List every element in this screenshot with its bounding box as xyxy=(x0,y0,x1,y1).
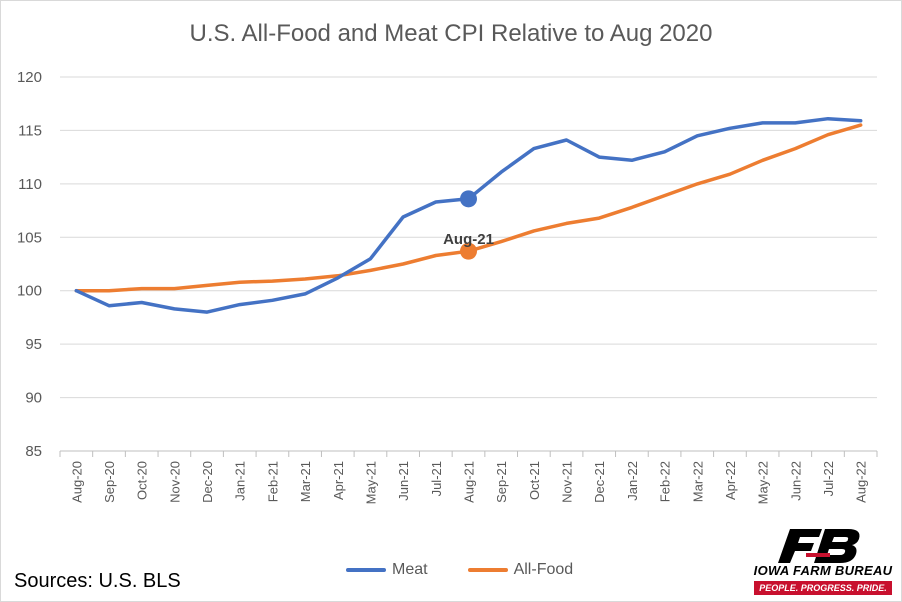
x-tick-label: Oct-21 xyxy=(527,461,542,500)
y-tick-label: 120 xyxy=(17,69,42,86)
y-tick-label: 95 xyxy=(25,336,42,353)
x-tick-label: Aug-21 xyxy=(462,461,477,503)
x-tick-label: Oct-20 xyxy=(135,461,150,500)
y-tick-label: 85 xyxy=(25,443,42,460)
x-tick-label: Sep-21 xyxy=(494,461,509,503)
source-note: Sources: U.S. BLS xyxy=(14,570,181,592)
legend-label-all-food: All-Food xyxy=(513,561,574,578)
x-tick-label: Aug-20 xyxy=(69,461,84,503)
logo-name: IOWA FARM BUREAU xyxy=(753,563,893,578)
legend-label-meat: Meat xyxy=(392,561,428,578)
x-tick-label: Dec-20 xyxy=(200,461,215,503)
highlight-point-meat xyxy=(460,190,477,208)
y-tick-label: 90 xyxy=(25,390,42,407)
highlight-point-all-food xyxy=(460,242,477,260)
legend: Meat All-Food xyxy=(346,561,573,579)
y-tick-label: 105 xyxy=(17,229,42,246)
series-line-all-food xyxy=(74,123,863,293)
x-tick-label: Nov-21 xyxy=(560,461,575,503)
x-tick-label: Mar-22 xyxy=(690,461,705,502)
x-tick-label: Dec-21 xyxy=(592,461,607,503)
x-tick-label: Jun-21 xyxy=(396,461,411,501)
legend-swatch-meat xyxy=(346,568,386,572)
legend-item-all-food: All-Food xyxy=(467,561,574,579)
y-tick-label: 100 xyxy=(17,283,42,300)
x-tick-label: Feb-22 xyxy=(658,461,673,502)
x-tick-label: Jan-21 xyxy=(233,461,248,501)
fb-logo-mark-icon xyxy=(778,529,860,563)
x-tick-label: Nov-20 xyxy=(167,461,182,503)
x-tick-label: Sep-20 xyxy=(102,461,117,503)
iowa-farm-bureau-logo: IOWA FARM BUREAU PEOPLE. PROGRESS. PRIDE… xyxy=(748,525,898,599)
logo-tagline: PEOPLE. PROGRESS. PRIDE. xyxy=(754,581,892,595)
x-tick-label: Jun-22 xyxy=(788,461,803,501)
legend-item-meat: Meat xyxy=(346,561,428,579)
x-tick-label: Aug-22 xyxy=(854,461,869,503)
x-tick-label: Jul-22 xyxy=(821,461,836,496)
x-tick-label: Mar-21 xyxy=(298,461,313,502)
series-line-meat xyxy=(74,116,863,314)
x-tick-label: May-21 xyxy=(363,461,378,504)
x-tick-label: Jan-22 xyxy=(625,461,640,501)
x-tick-label: May-22 xyxy=(756,461,771,504)
y-tick-label: 110 xyxy=(18,176,42,193)
x-tick-label: Feb-21 xyxy=(265,461,280,502)
x-tick-label: Jul-21 xyxy=(429,461,444,496)
chart-title: U.S. All-Food and Meat CPI Relative to A… xyxy=(189,20,713,47)
highlight-annotation: Aug-21 xyxy=(443,231,494,248)
legend-swatch-all-food xyxy=(467,568,508,572)
y-tick-label: 115 xyxy=(18,122,42,139)
x-tick-label: Apr-21 xyxy=(331,461,346,500)
x-tick-label: Apr-22 xyxy=(723,461,738,500)
